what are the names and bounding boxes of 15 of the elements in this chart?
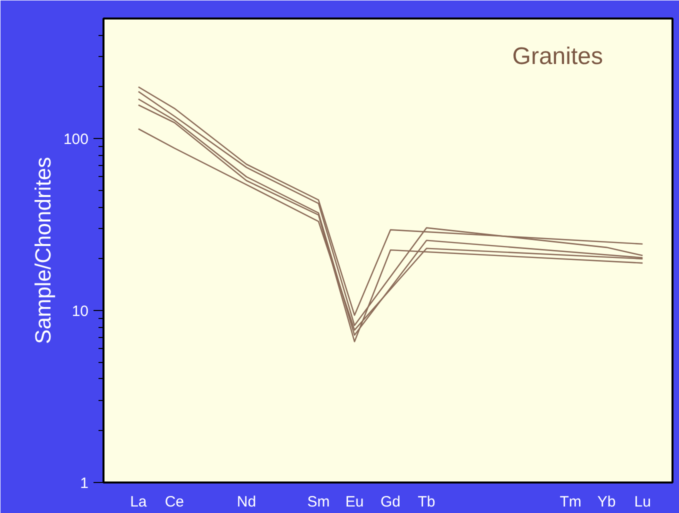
x-tick-label: Lu: [634, 494, 651, 510]
x-tick-label: Ce: [164, 494, 184, 510]
y-axis-title: Sample/Chondrites: [30, 156, 56, 344]
x-tick-label: Sm: [307, 494, 330, 510]
x-tick-label: Eu: [345, 494, 364, 510]
x-tick-label: Tm: [560, 494, 582, 510]
text: Granites: [512, 43, 603, 70]
y-tick-label: 10: [72, 303, 89, 320]
x-tick-label: Nd: [236, 494, 256, 510]
x-tick-label: La: [130, 494, 148, 510]
y-tick-label: 1: [80, 475, 88, 492]
x-tick-label: Tb: [418, 494, 436, 510]
x-tick-label: Gd: [380, 494, 401, 510]
y-tick-label: 100: [63, 131, 89, 148]
x-tick-label: Yb: [597, 494, 616, 510]
